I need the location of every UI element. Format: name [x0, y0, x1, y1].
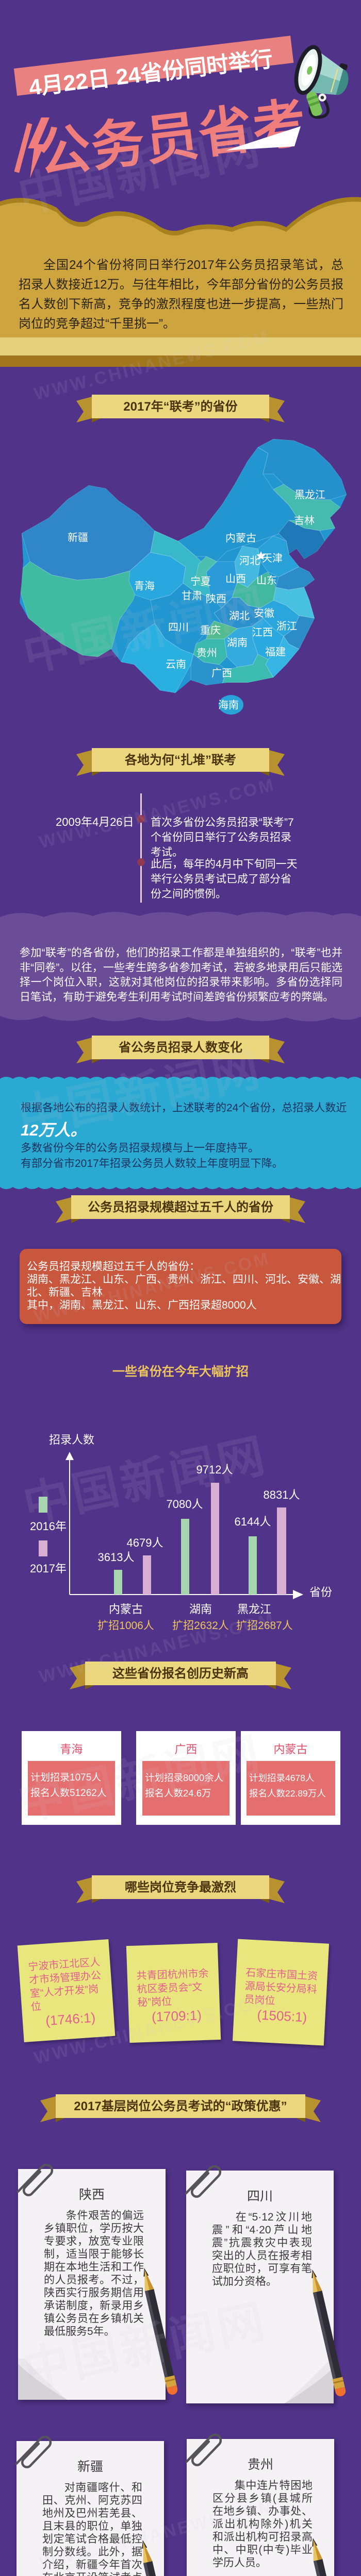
svg-text:6144人: 6144人: [235, 1515, 271, 1528]
svg-text:扩招1006人: 扩招1006人: [97, 1620, 154, 1632]
svg-text:贵州: 贵州: [196, 647, 217, 659]
svg-text:山西: 山西: [225, 573, 246, 585]
svg-text:省公务员招录人数变化: 省公务员招录人数变化: [118, 1040, 242, 1055]
svg-text:哪些岗位竞争最激烈: 哪些岗位竞争最激烈: [125, 1880, 236, 1894]
svg-text:云南: 云南: [166, 658, 186, 670]
svg-text:福建: 福建: [265, 646, 286, 658]
svg-text:湖南: 湖南: [189, 1603, 212, 1616]
svg-text:山东: 山东: [256, 574, 277, 586]
svg-text:新疆: 新疆: [68, 532, 88, 544]
svg-text:9712人: 9712人: [196, 1463, 233, 1476]
svg-text:湖北: 湖北: [229, 610, 250, 622]
svg-text:4679人: 4679人: [127, 1536, 163, 1549]
svg-text:重庆: 重庆: [200, 624, 221, 636]
svg-text:吉林: 吉林: [294, 515, 315, 527]
svg-text:青海: 青海: [134, 580, 155, 592]
svg-text:陕西: 陕西: [206, 593, 226, 605]
svg-text:内蒙古: 内蒙古: [109, 1603, 143, 1616]
svg-text:四川: 四川: [168, 622, 189, 633]
svg-text:3613人: 3613人: [98, 1551, 135, 1564]
svg-text:黑龙江: 黑龙江: [237, 1603, 271, 1616]
svg-text:2017年“联考”的省份: 2017年“联考”的省份: [123, 399, 238, 414]
svg-text:天津: 天津: [262, 552, 283, 564]
svg-text:海南: 海南: [218, 699, 239, 711]
svg-text:扩招2632人: 扩招2632人: [172, 1620, 229, 1632]
svg-text:2017年: 2017年: [30, 1562, 67, 1575]
svg-text:各地为何“扎堆”联考: 各地为何“扎堆”联考: [124, 753, 236, 767]
svg-text:这些省份报名创历史新高: 这些省份报名创历史新高: [112, 1666, 249, 1681]
svg-text:招录人数: 招录人数: [49, 1433, 94, 1446]
svg-text:黑龙江: 黑龙江: [294, 489, 325, 501]
svg-text:2017基层岗位公务员考试的“政策优惠”: 2017基层岗位公务员考试的“政策优惠”: [74, 2099, 287, 2113]
svg-text:宁夏: 宁夏: [190, 575, 211, 587]
svg-text:8831人: 8831人: [264, 1488, 300, 1501]
svg-text:浙江: 浙江: [276, 620, 297, 632]
svg-text:河北: 河北: [239, 555, 260, 567]
svg-text:2016年: 2016年: [30, 1520, 67, 1533]
svg-text:甘肃: 甘肃: [182, 590, 202, 602]
svg-text:省份: 省份: [309, 1586, 332, 1599]
svg-text:江西: 江西: [252, 626, 273, 638]
svg-text:公务员招录规模超过五千人的省份: 公务员招录规模超过五千人的省份: [88, 1200, 274, 1214]
svg-text:广西: 广西: [211, 667, 232, 679]
svg-text:扩招2687人: 扩招2687人: [236, 1620, 293, 1632]
svg-text:内蒙古: 内蒙古: [225, 532, 256, 544]
svg-text:安徽: 安徽: [254, 607, 274, 619]
svg-text:湖南: 湖南: [227, 637, 248, 649]
svg-text:7080人: 7080人: [167, 1498, 203, 1511]
